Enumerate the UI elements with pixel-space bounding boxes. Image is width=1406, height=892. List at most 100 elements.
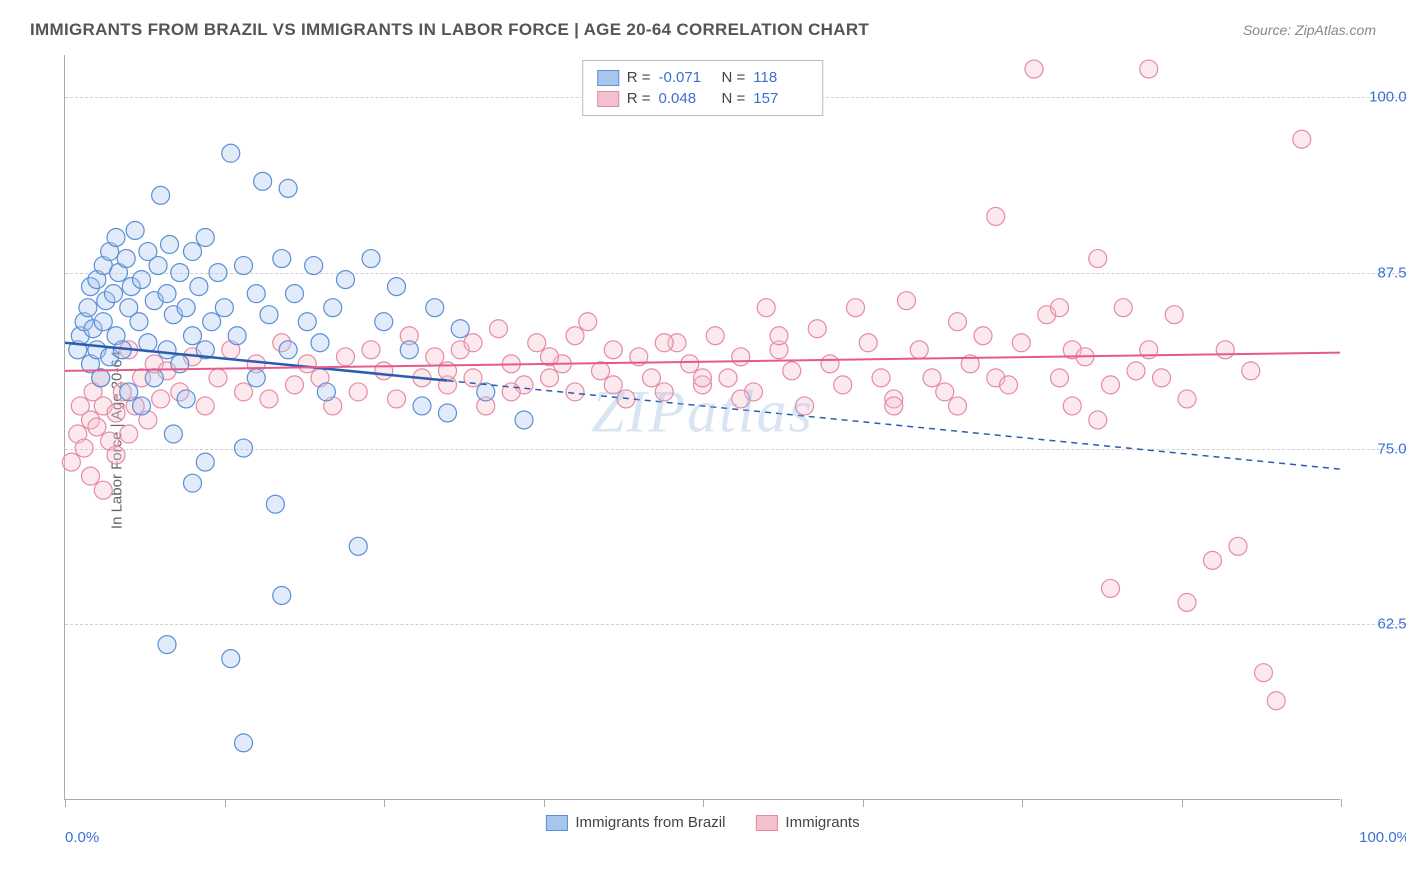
data-point [604, 376, 622, 394]
data-point [1000, 376, 1018, 394]
data-point [757, 299, 775, 317]
data-point [885, 397, 903, 415]
data-point [859, 334, 877, 352]
data-point [324, 299, 342, 317]
correlation-legend: R = -0.071 N = 118 R = 0.048 N = 157 [582, 60, 824, 116]
data-point [286, 376, 304, 394]
legend-swatch-pink [597, 91, 619, 107]
data-point [62, 453, 80, 471]
data-point [1255, 664, 1273, 682]
data-point [196, 229, 214, 247]
data-point [362, 341, 380, 359]
data-point [1051, 299, 1069, 317]
data-point [1063, 397, 1081, 415]
data-point [184, 474, 202, 492]
data-point [1025, 60, 1043, 78]
data-point [949, 313, 967, 331]
data-point [235, 383, 253, 401]
data-point [604, 341, 622, 359]
xtick [1022, 799, 1023, 807]
data-point [592, 362, 610, 380]
chart-title: IMMIGRANTS FROM BRAZIL VS IMMIGRANTS IN … [30, 20, 869, 40]
data-point [94, 481, 112, 499]
data-point [164, 425, 182, 443]
data-point [149, 257, 167, 275]
legend-label-brazil: Immigrants from Brazil [575, 814, 725, 831]
data-point [566, 383, 584, 401]
data-point [279, 341, 297, 359]
data-point [75, 439, 93, 457]
data-point [388, 390, 406, 408]
data-point [439, 404, 457, 422]
data-point [655, 383, 673, 401]
legend-r-label-2: R = [627, 90, 651, 107]
data-point [1178, 390, 1196, 408]
data-point [1114, 299, 1132, 317]
data-point [464, 334, 482, 352]
chart-container: In Labor Force | Age 20-64 ZIPatlas 62.5… [50, 55, 1340, 825]
data-point [196, 397, 214, 415]
data-point [260, 390, 278, 408]
data-point [796, 397, 814, 415]
legend-r-value-1: -0.071 [659, 69, 714, 86]
xtick [863, 799, 864, 807]
data-point [311, 334, 329, 352]
data-point [987, 207, 1005, 225]
data-point [1102, 376, 1120, 394]
chart-header: IMMIGRANTS FROM BRAZIL VS IMMIGRANTS IN … [30, 20, 1376, 40]
data-point [936, 383, 954, 401]
data-point [1102, 579, 1120, 597]
data-point [139, 334, 157, 352]
data-point [79, 299, 97, 317]
data-point [120, 425, 138, 443]
data-point [158, 285, 176, 303]
data-point [235, 257, 253, 275]
data-point [133, 271, 151, 289]
data-point [94, 313, 112, 331]
data-point [502, 383, 520, 401]
data-point [286, 285, 304, 303]
data-point [133, 397, 151, 415]
data-point [247, 285, 265, 303]
xtick [1341, 799, 1342, 807]
data-point [1204, 551, 1222, 569]
data-point [104, 285, 122, 303]
data-point [279, 179, 297, 197]
data-point [120, 383, 138, 401]
data-point [910, 341, 928, 359]
legend-item-immigrants: Immigrants [755, 814, 859, 831]
data-point [82, 467, 100, 485]
data-point [655, 334, 673, 352]
ytick-label: 87.5% [1350, 264, 1406, 281]
data-point [247, 369, 265, 387]
data-point [834, 376, 852, 394]
legend-swatch-immigrants [755, 815, 777, 831]
data-point [184, 327, 202, 345]
data-point [808, 320, 826, 338]
data-point [732, 390, 750, 408]
scatter-svg [65, 55, 1340, 799]
xtick [225, 799, 226, 807]
legend-label-immigrants: Immigrants [785, 814, 859, 831]
chart-source: Source: ZipAtlas.com [1243, 22, 1376, 38]
data-point [177, 299, 195, 317]
data-point [821, 355, 839, 373]
x-label-max: 100.0% [1359, 829, 1406, 846]
plot-area: ZIPatlas 62.5%75.0%87.5%100.0% R = -0.07… [64, 55, 1340, 800]
data-point [152, 186, 170, 204]
data-point [400, 341, 418, 359]
data-point [254, 172, 272, 190]
data-point [706, 327, 724, 345]
data-point [1267, 692, 1285, 710]
data-point [235, 734, 253, 752]
data-point [228, 327, 246, 345]
data-point [158, 636, 176, 654]
data-point [171, 264, 189, 282]
data-point [222, 650, 240, 668]
data-point [413, 397, 431, 415]
data-point [260, 306, 278, 324]
data-point [1051, 369, 1069, 387]
data-point [184, 243, 202, 261]
data-point [579, 313, 597, 331]
data-point [266, 495, 284, 513]
